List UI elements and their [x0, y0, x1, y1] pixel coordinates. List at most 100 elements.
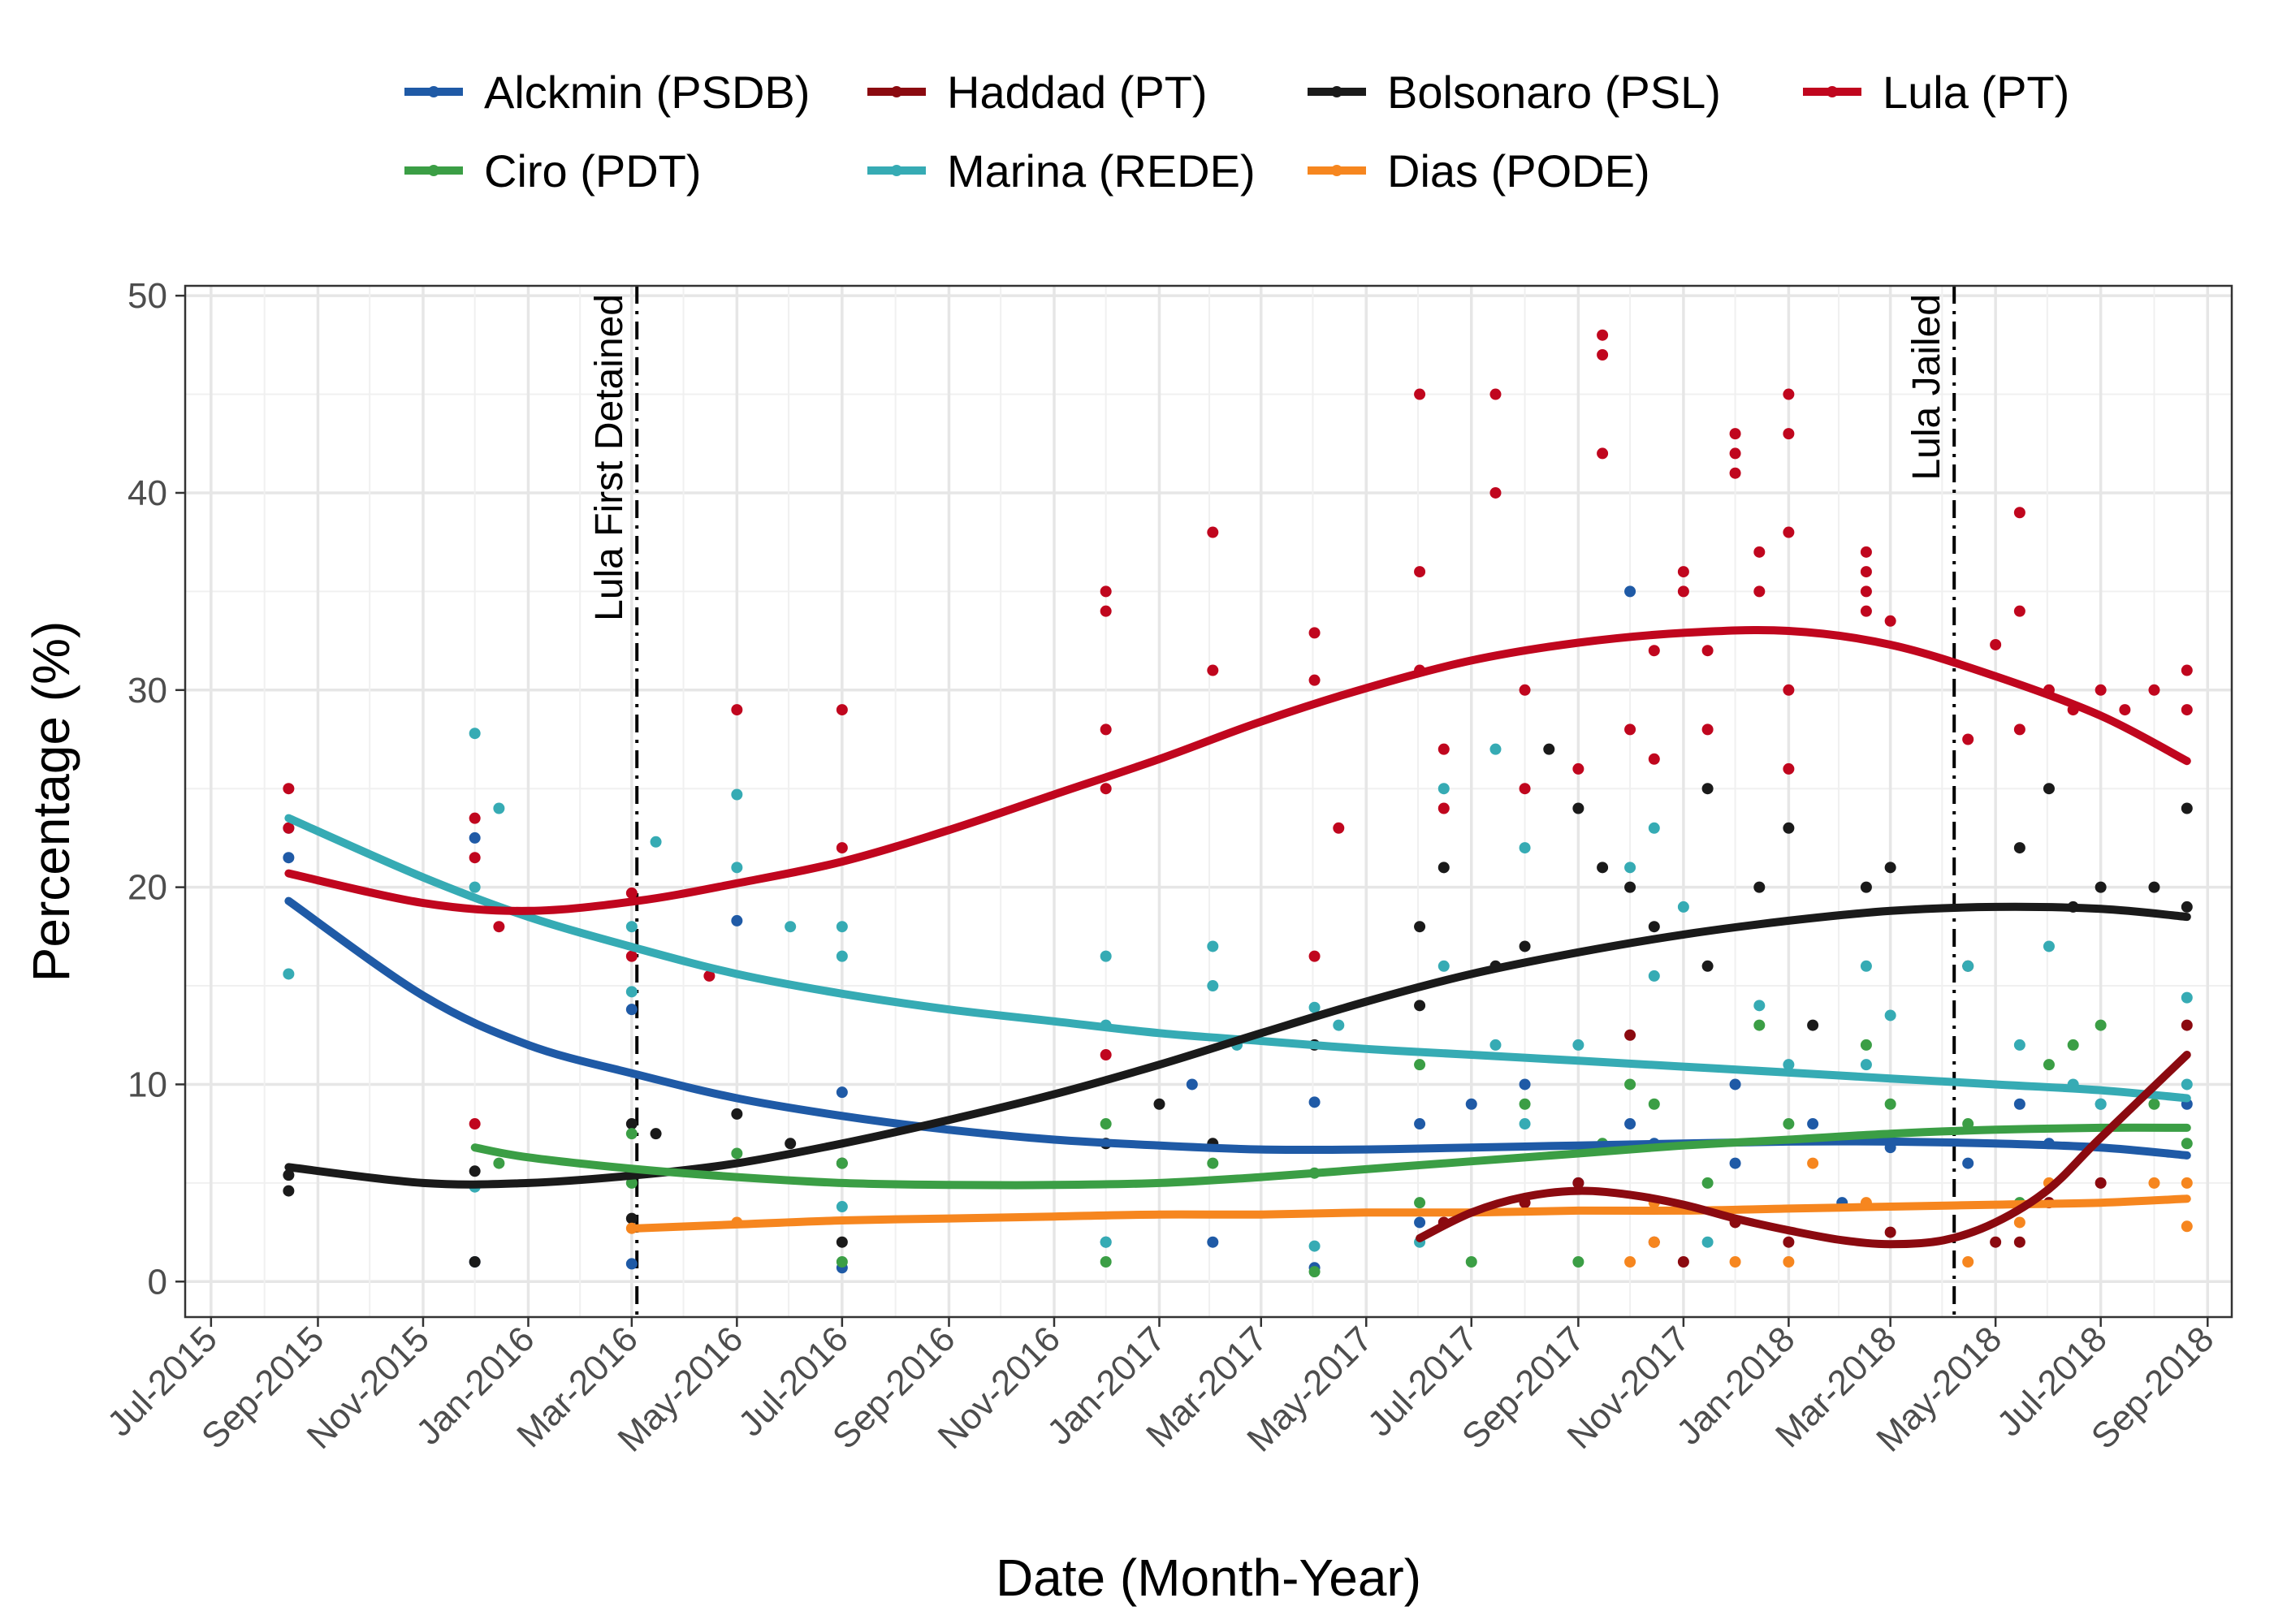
poll-point: [1308, 674, 1321, 686]
poll-point: [1624, 1078, 1636, 1091]
poll-point: [2181, 901, 2193, 913]
poll-point: [1990, 1236, 2002, 1248]
legend-item-lula-pt: Lula (PT): [1803, 67, 2069, 118]
poll-point: [2043, 783, 2055, 795]
poll-point: [1729, 1256, 1741, 1268]
poll-point: [1677, 585, 1689, 598]
poll-point: [1884, 1098, 1896, 1110]
poll-point: [1414, 1197, 1426, 1209]
poll-point: [283, 968, 295, 980]
poll-point: [1648, 921, 1660, 933]
poll-point: [469, 1118, 481, 1130]
legend-label: Alckmin (PSDB): [484, 67, 810, 118]
poll-point: [1414, 1118, 1426, 1130]
poll-point: [1543, 743, 1555, 755]
poll-point: [1783, 388, 1795, 400]
poll-point: [1519, 1098, 1531, 1110]
poll-point: [1783, 1059, 1795, 1071]
poll-point: [836, 1201, 848, 1213]
poll-point: [1489, 486, 1502, 499]
poll-point: [1100, 1256, 1112, 1268]
poll-point: [2181, 704, 2193, 716]
poll-point: [625, 1177, 638, 1189]
poll-point: [1437, 862, 1450, 874]
trend-lines: [284, 625, 2191, 1249]
poll-point: [625, 950, 638, 962]
poll-point: [1807, 1019, 1819, 1031]
poll-point: [1624, 881, 1636, 893]
poll-point: [1783, 684, 1795, 696]
poll-point: [1437, 802, 1450, 814]
poll-point: [469, 881, 481, 893]
poll-point: [1783, 428, 1795, 440]
poll-point: [1100, 1236, 1112, 1248]
legend-label: Haddad (PT): [947, 67, 1208, 118]
poll-point: [1572, 1039, 1584, 1051]
poll-point: [1701, 723, 1714, 736]
poll-point: [1648, 753, 1660, 765]
poll-point: [1624, 862, 1636, 874]
legend-item-ciro-pdt: Ciro (PDT): [404, 145, 702, 197]
legend-label: Dias (PODE): [1387, 145, 1650, 197]
poll-point: [731, 1108, 743, 1120]
poll-point: [1860, 546, 1872, 558]
poll-point: [1572, 1256, 1584, 1268]
poll-point: [1207, 940, 1219, 952]
poll-point: [1783, 822, 1795, 834]
poll-point: [1860, 960, 1872, 972]
poll-point: [1414, 388, 1426, 400]
poll-point: [836, 1157, 848, 1169]
poll-point: [1414, 1000, 1426, 1012]
poll-point: [2148, 1177, 2160, 1189]
poll-point: [1308, 627, 1321, 639]
poll-point: [836, 704, 848, 716]
poll-point: [283, 1169, 295, 1181]
poll-point: [1783, 526, 1795, 538]
poll-point: [1624, 1256, 1636, 1268]
poll-point: [2181, 802, 2193, 814]
poll-point: [1437, 960, 1450, 972]
poll-point: [785, 1138, 797, 1150]
poll-point: [1489, 743, 1502, 755]
poll-point: [2013, 1216, 2025, 1229]
poll-point: [625, 1258, 638, 1270]
legend-swatch-point: [428, 165, 439, 176]
poll-point: [1677, 1256, 1689, 1268]
poll-point: [493, 802, 505, 814]
poll-point: [1884, 1009, 1896, 1021]
poll-point: [1962, 1157, 1974, 1169]
poll-point: [1414, 566, 1426, 578]
poll-point: [1597, 862, 1609, 874]
poll-point: [731, 1147, 743, 1160]
points-ciro-pdt: [493, 1019, 2193, 1278]
poll-point: [2067, 1039, 2079, 1051]
legend: Alckmin (PSDB) Haddad (PT) Bolsonaro (PSL)…: [404, 67, 2069, 197]
poll-point: [1465, 1256, 1477, 1268]
poll-point: [1100, 1049, 1112, 1061]
poll-point: [1729, 1157, 1741, 1169]
poll-point: [1860, 1039, 1872, 1051]
poll-point: [2181, 1138, 2193, 1150]
legend-swatch-point: [1331, 165, 1342, 176]
points-lula-pt: [283, 329, 2193, 1130]
poll-point: [2095, 1019, 2107, 1031]
points-marina-rede: [283, 728, 2193, 1252]
poll-point: [1962, 733, 1974, 745]
poll-point: [1414, 1059, 1426, 1071]
poll-point: [2181, 1078, 2193, 1091]
poll-point: [1519, 783, 1531, 795]
legend-item-marina-rede: Marina (REDE): [867, 145, 1256, 197]
poll-point: [2013, 1039, 2025, 1051]
poll-point: [1753, 1000, 1766, 1012]
poll-point: [1207, 664, 1219, 676]
poll-point: [625, 1118, 638, 1130]
poll-point: [2181, 991, 2193, 1004]
y-tick-label: 20: [128, 868, 167, 908]
poll-point: [2148, 881, 2160, 893]
poll-point: [625, 921, 638, 933]
trend-line-haddad-pt: [1416, 1051, 2191, 1249]
poll-point: [1519, 940, 1531, 952]
poll-point: [731, 704, 743, 716]
poll-point: [2013, 605, 2025, 617]
